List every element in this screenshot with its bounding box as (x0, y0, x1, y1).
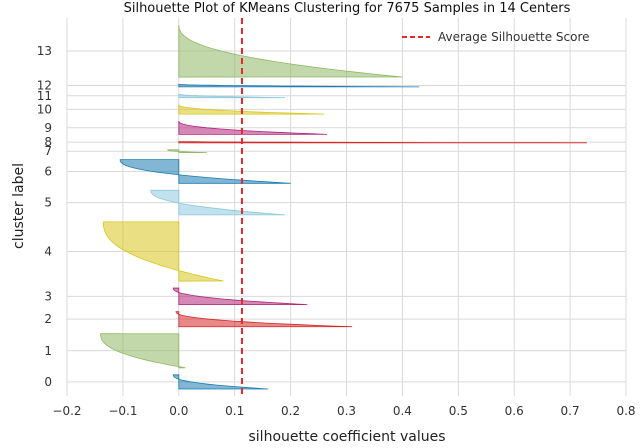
cluster-silhouette-4 (102, 221, 224, 282)
x-tick-label: 0.4 (393, 404, 412, 418)
cluster-label: 7 (44, 144, 52, 158)
legend-label: Average Silhouette Score (438, 30, 590, 44)
y-axis-title: cluster label (11, 163, 27, 249)
cluster-silhouette-11 (178, 93, 286, 99)
cluster-silhouette-12 (178, 83, 420, 88)
x-tick-label: 0.1 (225, 404, 244, 418)
x-tick-label: 0.8 (616, 404, 635, 418)
x-tick-label: 0.0 (169, 404, 188, 418)
cluster-silhouette-0 (172, 374, 269, 390)
cluster-silhouette-10 (178, 104, 325, 115)
x-tick-label: 0.7 (561, 404, 580, 418)
cluster-silhouette-13 (178, 24, 403, 78)
cluster-label: 3 (44, 289, 52, 303)
cluster-silhouette-6 (119, 159, 291, 184)
cluster-silhouette-2 (175, 311, 353, 328)
x-axis-title: silhouette coefficient values (249, 429, 446, 445)
grid-lines (66, 18, 627, 396)
x-tick-labels: −0.2 −0.1 0.0 0.1 0.2 0.3 0.4 0.5 0.6 0.7 0.8 (52, 404, 635, 418)
legend: Average Silhouette Score (402, 30, 590, 44)
cluster-label: 6 (44, 164, 52, 178)
cluster-silhouette-1 (100, 333, 186, 369)
cluster-label: 4 (44, 244, 52, 258)
cluster-label: 13 (37, 44, 52, 58)
cluster-label: 0 (44, 375, 52, 389)
x-tick-label: −0.1 (108, 404, 137, 418)
cluster-label: 12 (37, 78, 52, 92)
cluster-label: 2 (44, 312, 52, 326)
chart-title: Silhouette Plot of KMeans Clustering for… (124, 1, 571, 16)
x-tick-label: 0.2 (281, 404, 300, 418)
cluster-silhouette-9 (178, 121, 327, 135)
cluster-silhouettes (100, 24, 587, 390)
cluster-label: 8 (44, 135, 52, 149)
cluster-silhouette-3 (172, 287, 308, 305)
cluster-label: 9 (44, 121, 52, 135)
x-tick-label: 0.5 (449, 404, 468, 418)
cluster-label: 10 (37, 102, 52, 116)
x-tick-label: 0.3 (337, 404, 356, 418)
x-tick-label: 0.6 (505, 404, 524, 418)
cluster-label: 11 (37, 89, 52, 103)
cluster-silhouette-7 (167, 149, 207, 154)
cluster-label: 5 (44, 196, 52, 210)
cluster-silhouette-8 (178, 141, 587, 144)
cluster-label: 1 (44, 344, 52, 358)
x-tick-label: −0.2 (52, 404, 81, 418)
